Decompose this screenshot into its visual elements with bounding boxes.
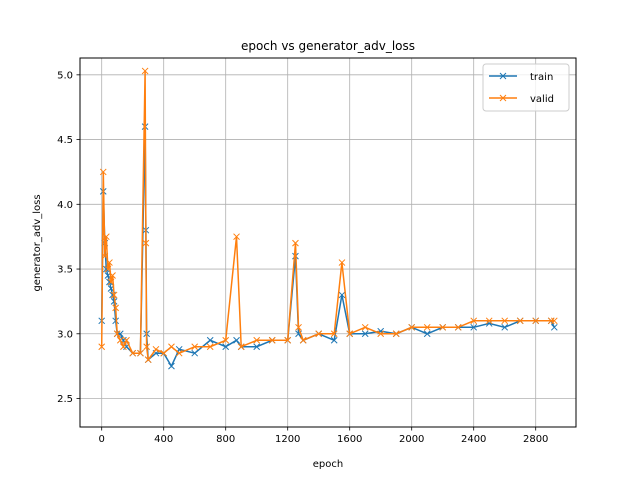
- data-point-valid: [112, 304, 120, 312]
- x-tick-label: 2400: [461, 434, 486, 445]
- x-tick-label: 2800: [523, 434, 548, 445]
- y-tick-label: 3.0: [57, 329, 73, 340]
- y-tick-label: 4.0: [57, 200, 73, 211]
- data-point-valid: [160, 349, 168, 357]
- y-axis: 2.5 3.0 3.5 4.0 4.5 5.0: [57, 70, 80, 405]
- data-point-train: [470, 323, 478, 331]
- legend-box: [482, 63, 570, 112]
- data-point-valid: [299, 336, 307, 344]
- data-point-train: [330, 336, 338, 344]
- data-point-train: [253, 343, 261, 351]
- y-tick-label: 2.5: [57, 394, 73, 405]
- axes-frame: [79, 57, 577, 428]
- data-point-valid: [550, 317, 558, 325]
- data-point-valid: [102, 233, 110, 241]
- data-point-train: [361, 330, 369, 338]
- x-axis: 0 400 800 1200 1600 2000 2400 2800: [99, 427, 548, 445]
- data-point-valid: [206, 343, 214, 351]
- data-point-valid: [120, 343, 127, 351]
- x-tick-label: 2000: [399, 434, 424, 445]
- data-point-train: [501, 323, 509, 331]
- y-tick-label: 4.5: [57, 135, 73, 146]
- data-point-valid: [137, 349, 144, 357]
- data-point-valid: [143, 343, 151, 351]
- data-point-valid: [292, 239, 299, 247]
- legend-label-train: train: [530, 72, 553, 83]
- data-point-train: [550, 323, 558, 331]
- x-tick-label: 1600: [337, 434, 362, 445]
- data-point-valid: [284, 336, 292, 344]
- data-point-train: [423, 330, 431, 338]
- data-point-valid: [106, 259, 113, 266]
- data-point-valid: [123, 336, 130, 344]
- data-point-valid: [454, 323, 462, 331]
- x-axis-label: epoch: [313, 459, 343, 470]
- data-point-valid: [346, 330, 354, 338]
- data-point-valid: [144, 356, 152, 364]
- data-point-valid: [501, 317, 509, 325]
- data-point-valid: [191, 343, 199, 351]
- data-point-train: [112, 317, 120, 325]
- legend-marker-valid: [499, 94, 507, 102]
- data-point-valid: [104, 265, 112, 273]
- data-point-valid: [113, 330, 121, 338]
- data-point-valid: [141, 67, 149, 75]
- data-point-valid: [107, 278, 115, 286]
- data-point-valid: [295, 323, 302, 331]
- data-point-valid: [268, 336, 276, 344]
- data-point-train: [206, 336, 214, 344]
- data-point-valid: [99, 168, 107, 176]
- data-point-valid: [98, 343, 106, 351]
- y-tick-label: 3.5: [57, 265, 73, 276]
- data-point-valid: [408, 323, 416, 331]
- data-point-valid: [253, 336, 261, 344]
- data-point-valid: [516, 317, 524, 325]
- data-point-valid: [168, 343, 175, 351]
- x-tick-label: 0: [99, 434, 105, 445]
- data-point-train: [233, 336, 240, 344]
- data-point-valid: [377, 330, 385, 338]
- data-point-valid: [361, 323, 369, 331]
- y-tick-label: 5.0: [57, 70, 73, 81]
- data-point-valid: [237, 343, 245, 351]
- data-point-train: [222, 343, 230, 351]
- legend-marker-train: [499, 72, 507, 80]
- data-point-valid: [547, 317, 555, 325]
- data-point-valid: [110, 291, 118, 299]
- y-axis-label: generator_adv_loss: [32, 194, 43, 291]
- data-point-valid: [116, 336, 124, 344]
- plot-area: [98, 67, 558, 370]
- data-point-train: [110, 298, 118, 305]
- data-point-valid: [152, 345, 160, 353]
- legend-label-valid: valid: [530, 94, 554, 105]
- x-tick-label: 800: [216, 434, 235, 445]
- data-point-valid: [101, 252, 109, 260]
- data-point-valid: [470, 317, 478, 325]
- chart-title: epoch vs generator_adv_loss: [241, 39, 415, 53]
- data-point-valid: [485, 317, 493, 325]
- data-point-train: [191, 349, 199, 357]
- data-point-valid: [532, 317, 540, 325]
- data-point-valid: [315, 330, 323, 338]
- data-point-valid: [439, 323, 447, 331]
- data-point-train: [168, 362, 175, 370]
- data-point-valid: [392, 330, 400, 338]
- data-point-valid: [129, 349, 137, 357]
- data-point-valid: [109, 272, 116, 279]
- data-point-valid: [233, 233, 240, 241]
- data-point-valid: [222, 336, 230, 344]
- data-point-train: [338, 291, 346, 299]
- legend: train valid: [482, 63, 570, 112]
- data-point-valid: [330, 330, 338, 338]
- data-point-valid: [338, 259, 346, 266]
- data-point-valid: [175, 349, 183, 357]
- x-tick-label: 400: [154, 434, 173, 445]
- data-point-valid: [423, 323, 431, 331]
- data-point-valid: [142, 239, 150, 247]
- x-tick-label: 1200: [275, 434, 300, 445]
